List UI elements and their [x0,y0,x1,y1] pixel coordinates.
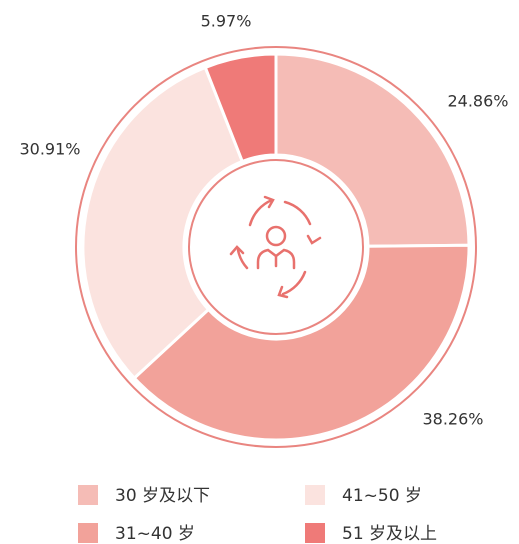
outer-ring [75,46,477,448]
legend-label: 31~40 岁 [115,524,195,544]
donut-segment [81,65,245,381]
data-label: 30.91% [19,140,80,159]
legend-swatch [78,523,98,543]
legend-swatch [78,485,98,505]
legend-swatch [305,523,325,543]
center-icon [229,195,322,299]
donut-segment [203,52,278,164]
inner-ring [188,159,364,335]
legend-swatch [305,485,325,505]
data-label: 24.86% [447,92,508,111]
donut-segment [274,52,471,248]
legend-label: 41~50 岁 [342,486,422,506]
legend-label: 51 岁及以上 [342,524,437,544]
legend-label: 30 岁及以下 [115,486,210,506]
donut-segment [132,243,471,442]
data-label: 5.97% [201,12,252,31]
data-label: 38.26% [422,410,483,429]
